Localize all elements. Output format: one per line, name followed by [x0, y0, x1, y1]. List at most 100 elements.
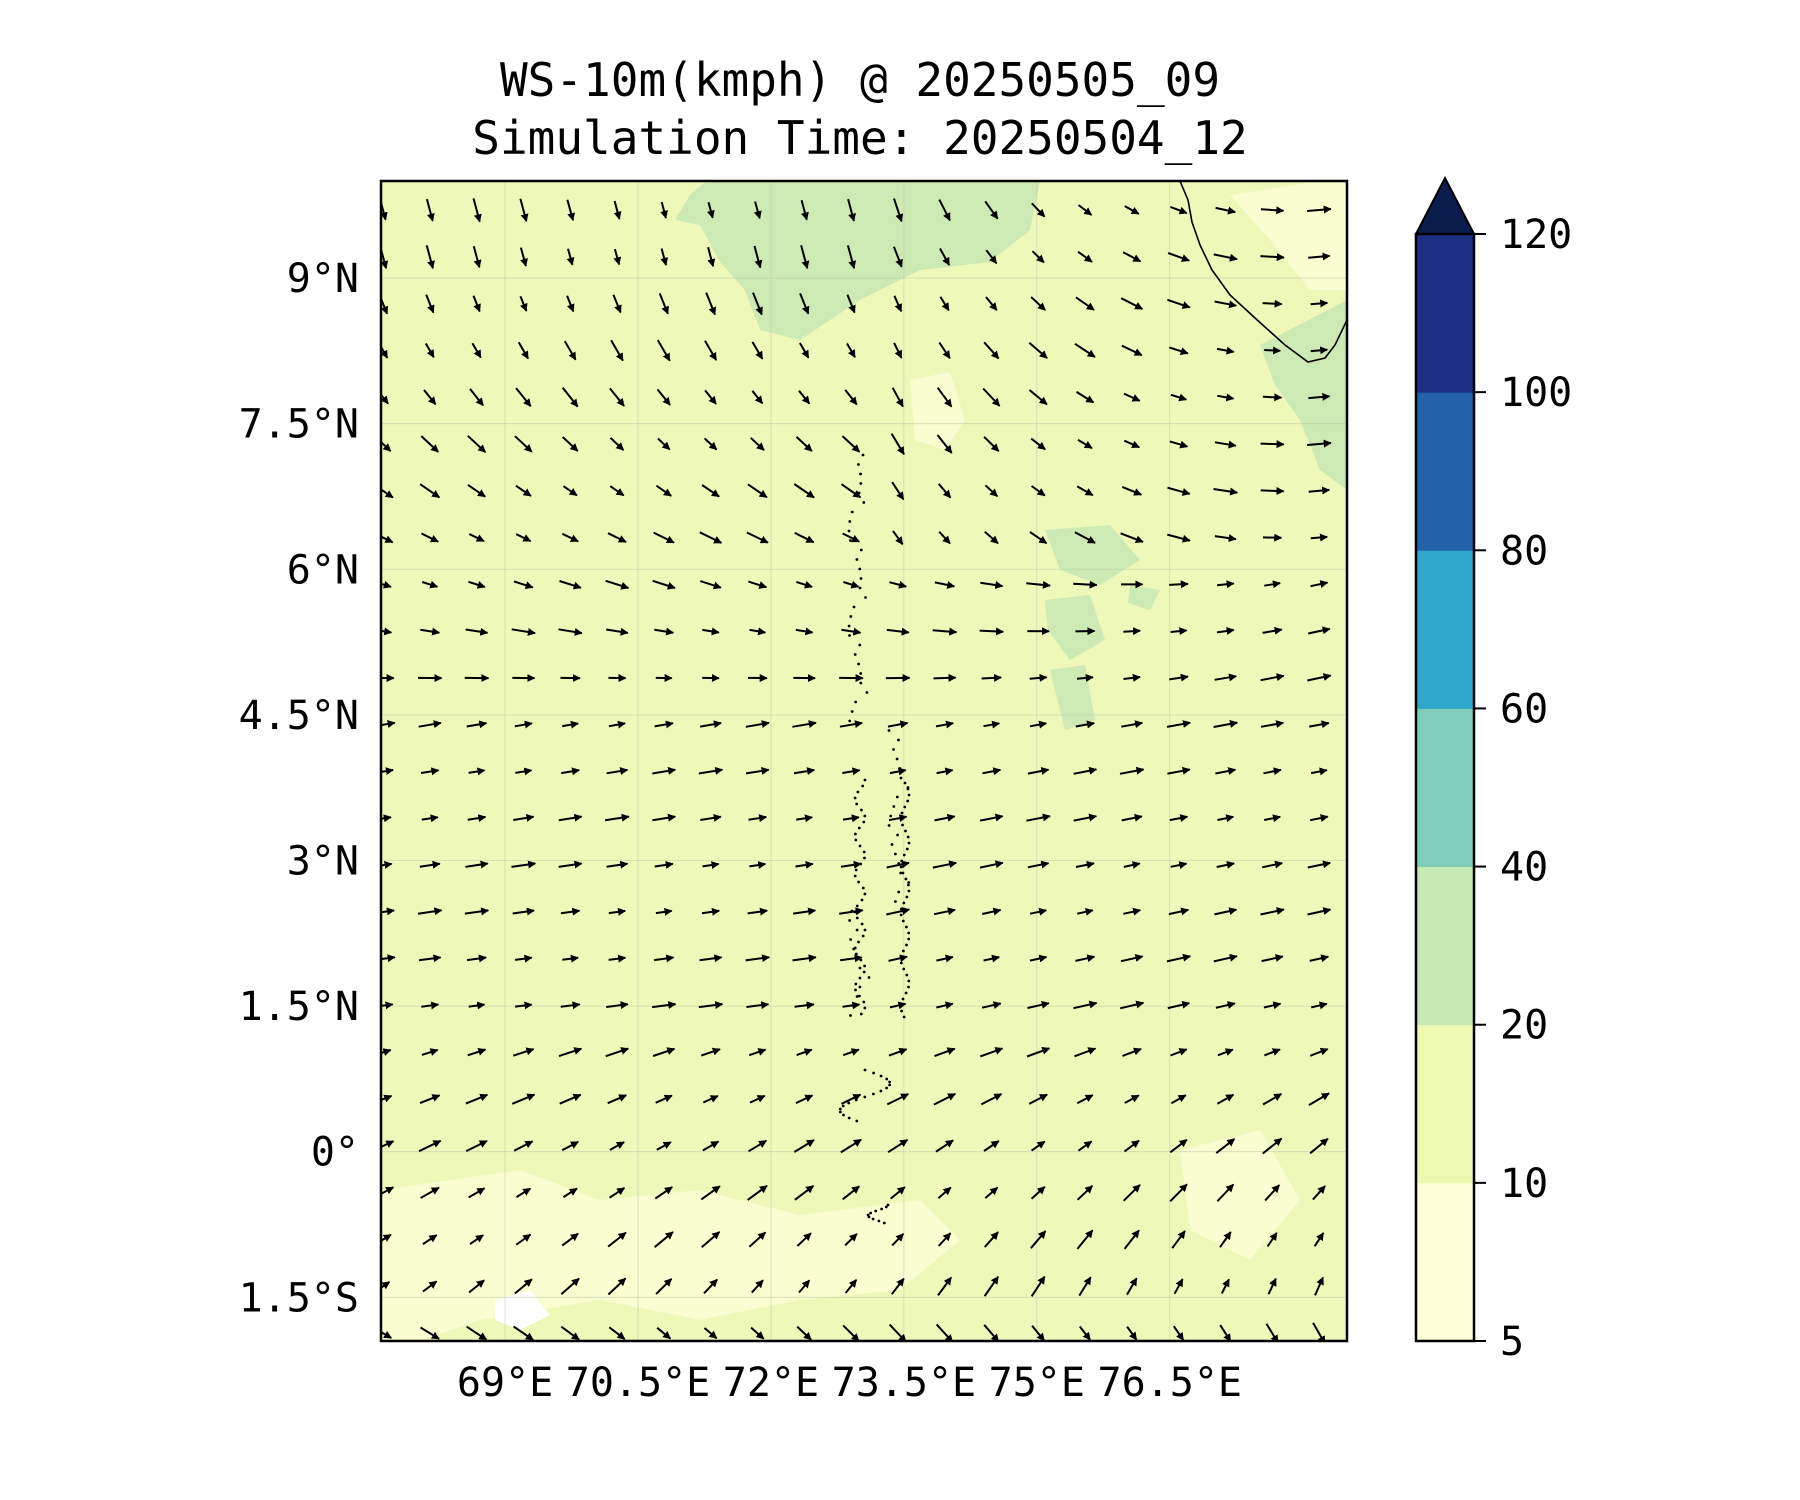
wind-arrow: [1172, 1325, 1185, 1341]
wind-arrow: [1076, 485, 1094, 497]
island-dot: [855, 802, 859, 806]
y-tick-label: 3°N: [287, 838, 359, 884]
island-dot: [850, 510, 854, 514]
island-dot: [863, 856, 866, 860]
wind-arrow: [983, 1324, 1000, 1341]
wind-arrow: [1262, 1093, 1283, 1106]
wind-arrow: [702, 861, 720, 870]
wind-arrow: [1026, 580, 1051, 589]
wind-arrow: [653, 954, 675, 963]
wind-arrow: [1309, 814, 1329, 822]
wind-arrow: [1170, 1048, 1188, 1057]
wind-arrow: [1031, 202, 1046, 218]
island-dot: [850, 909, 854, 913]
speed-contour-20-40: [1050, 665, 1095, 730]
wind-arrow: [1310, 1001, 1328, 1010]
wind-arrow: [800, 245, 810, 270]
wind-arrow: [749, 861, 767, 870]
wind-arrow: [1170, 205, 1188, 215]
wind-arrow: [888, 814, 908, 822]
wind-arrow: [424, 342, 435, 358]
wind-arrow: [892, 530, 904, 545]
island-dot: [855, 916, 859, 920]
wind-arrow: [1124, 205, 1140, 215]
wind-arrow: [1267, 1277, 1277, 1295]
wind-arrow: [840, 1138, 862, 1154]
y-tick-label: 1.5°S: [239, 1275, 359, 1321]
wind-arrow: [465, 627, 489, 636]
wind-arrow: [1263, 767, 1282, 776]
island-dot: [860, 808, 863, 812]
wind-arrow: [465, 1093, 489, 1105]
wind-arrow: [1215, 206, 1236, 215]
wind-arrow: [938, 341, 951, 359]
wind-arrow: [793, 767, 816, 776]
wind-arrow: [747, 1139, 767, 1153]
wind-arrow: [472, 295, 481, 313]
wind-arrow: [980, 1093, 1003, 1106]
island-dot: [853, 910, 857, 914]
wind-arrow: [1031, 250, 1045, 264]
wind-arrow: [1310, 299, 1329, 308]
wind-arrow: [1220, 1278, 1230, 1294]
wind-arrow: [794, 1185, 815, 1201]
wind-arrow: [381, 861, 393, 869]
wind-arrow: [421, 1001, 440, 1010]
wind-arrow: [381, 393, 389, 405]
wind-arrow: [1260, 907, 1285, 916]
wind-arrow: [606, 1001, 629, 1010]
island-dot: [895, 757, 899, 761]
wind-arrow: [1075, 296, 1095, 311]
island-dot: [903, 781, 907, 785]
wind-arrow: [1078, 1276, 1092, 1297]
wind-arrow: [1123, 907, 1142, 916]
wind-arrow: [612, 294, 622, 314]
wind-arrow: [422, 1234, 438, 1245]
wind-arrow: [381, 580, 392, 589]
wind-arrow: [792, 907, 817, 916]
island-dot: [860, 898, 864, 902]
island-dot: [861, 886, 865, 890]
wind-arrow: [934, 581, 956, 589]
wind-arrow: [559, 1093, 582, 1105]
wind-arrow: [934, 813, 956, 822]
wind-arrow: [512, 1047, 535, 1057]
wind-arrow: [1075, 954, 1096, 963]
wind-arrow: [891, 387, 904, 408]
wind-arrow: [513, 1325, 534, 1341]
wind-arrow: [886, 1093, 910, 1106]
x-tick-label: 72°E: [723, 1360, 819, 1406]
wind-arrow: [745, 766, 770, 775]
gridlines: [381, 181, 1347, 1341]
island-dot: [899, 865, 903, 869]
island-dot: [905, 973, 909, 977]
colorbar-segment: [1416, 708, 1474, 867]
y-tick-label: 0°: [311, 1130, 359, 1176]
wind-arrow: [468, 580, 486, 589]
wind-arrow: [984, 484, 999, 498]
wind-arrow: [1170, 627, 1188, 636]
wind-arrow: [1262, 626, 1283, 635]
island-dot: [904, 991, 908, 995]
island-dot: [863, 928, 867, 932]
wind-arrow: [1308, 486, 1331, 495]
wind-arrow: [1307, 860, 1331, 869]
island-dot: [859, 548, 863, 552]
wind-arrow: [511, 860, 537, 869]
wind-arrow: [1214, 907, 1238, 916]
wind-arrow: [1308, 252, 1331, 261]
wind-arrow: [938, 199, 951, 222]
island-dot: [907, 881, 911, 884]
wind-arrow: [702, 627, 720, 636]
wind-arrow: [1027, 1000, 1050, 1009]
wind-arrow: [609, 1141, 625, 1151]
wind-arrow: [1119, 766, 1145, 775]
wind-arrow: [1074, 1047, 1097, 1058]
wind-arrow: [515, 533, 532, 542]
wind-arrow: [421, 580, 439, 589]
colorbar-tick-label: 40: [1500, 845, 1548, 891]
wind-arrow: [936, 387, 953, 408]
wind-arrow: [888, 954, 908, 963]
wind-arrow: [558, 627, 583, 636]
